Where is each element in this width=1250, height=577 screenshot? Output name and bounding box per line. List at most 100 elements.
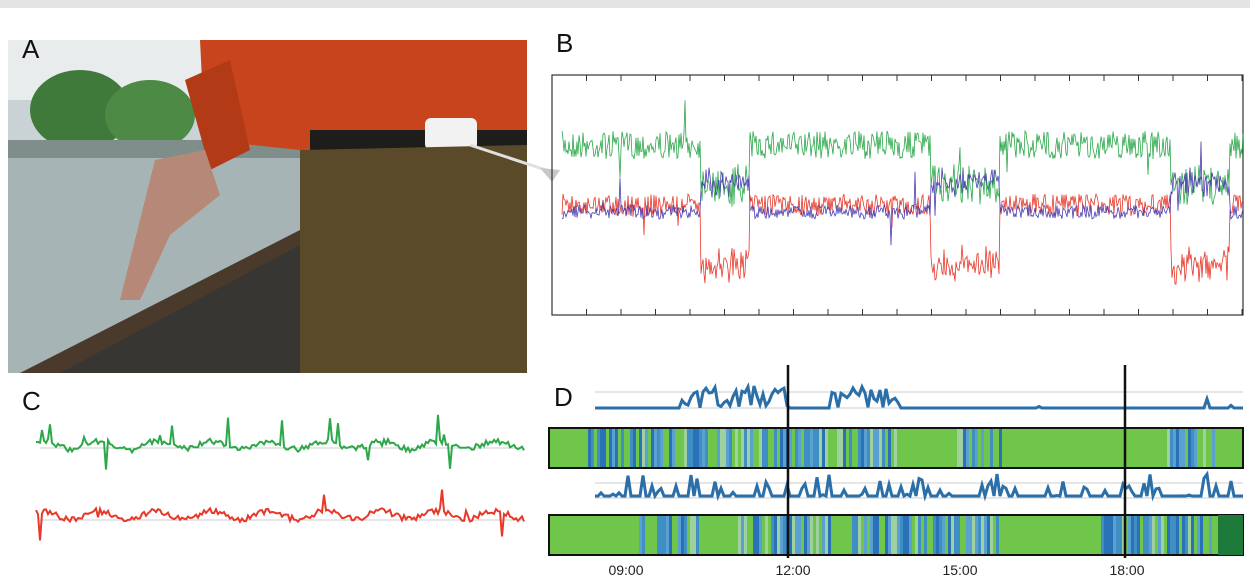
activity-bar-segment	[759, 515, 762, 555]
panel-label: A	[22, 34, 40, 64]
activity-bar-segment	[1143, 515, 1146, 555]
activity-bar-segment	[735, 428, 738, 468]
activity-bar-segment	[804, 428, 807, 468]
activity-bar-segment	[966, 428, 969, 468]
activity-bar-segment	[876, 428, 879, 468]
activity-bar-segment	[1173, 428, 1176, 468]
activity-bar-segment	[939, 515, 942, 555]
activity-bar-segment	[717, 428, 720, 468]
activity-bar-segment	[657, 515, 660, 555]
activity-group	[549, 365, 1243, 558]
activity-bar-segment	[873, 428, 876, 468]
activity-bar-segment	[720, 428, 723, 468]
activity-bar-segment	[798, 428, 801, 468]
activity-bar-segment	[936, 515, 939, 555]
activity-bar-segment	[894, 515, 897, 555]
activity-bar-segment	[1113, 515, 1116, 555]
activity-bar-segment	[1170, 428, 1173, 468]
time-label: 18:00	[1109, 562, 1144, 577]
activity-bar-segment	[825, 515, 828, 555]
activity-bar-segment	[1191, 515, 1194, 555]
activity-bar-segment	[972, 515, 975, 555]
activity-bar-segment	[600, 428, 603, 468]
activity-bar-segment	[621, 428, 624, 468]
activity-bar-segment	[738, 515, 741, 555]
activity-bar-segment	[1185, 515, 1188, 555]
activity-bar-segment	[795, 515, 798, 555]
activity-bar-segment	[780, 515, 783, 555]
activity-bar-segment	[771, 515, 774, 555]
activity-bar-segment	[1188, 515, 1191, 555]
activity-bar-segment	[762, 428, 765, 468]
activity-bar-segment	[810, 515, 813, 555]
activity-bar-segment	[642, 515, 645, 555]
panel-label: D	[554, 382, 573, 412]
activity-bar-segment	[891, 515, 894, 555]
activity-bar-segment	[984, 515, 987, 555]
activity-bar-segment	[792, 515, 795, 555]
activity-bar-segment	[996, 515, 999, 555]
activity-bar-segment	[978, 515, 981, 555]
activity-bar-segment	[987, 515, 990, 555]
activity-bar-segment	[951, 515, 954, 555]
signal-group	[562, 75, 1243, 315]
activity-bar-segment	[990, 428, 993, 468]
activity-bar-segment	[924, 515, 927, 555]
activity-bar-segment	[1176, 428, 1179, 468]
activity-bar-segment	[873, 515, 876, 555]
activity-bar-segment	[795, 428, 798, 468]
activity-bar-segment	[1152, 515, 1155, 555]
activity-bar-segment	[867, 428, 870, 468]
activity-bar-segment	[798, 515, 801, 555]
activity-bar-segment	[843, 428, 846, 468]
top-band	[0, 0, 1250, 8]
activity-bar-segment	[1110, 515, 1113, 555]
activity-bar-segment	[807, 515, 810, 555]
activity-bar-segment	[1170, 515, 1173, 555]
activity-bar-segment	[822, 515, 825, 555]
activity-bar-segment	[1104, 515, 1107, 555]
activity-bar-segment	[609, 428, 612, 468]
activity-bar-segment	[813, 428, 816, 468]
activity-bar-segment	[858, 428, 861, 468]
activity-bar-segment	[915, 515, 918, 555]
activity-bar-segment	[669, 515, 672, 555]
activity-bar-segment	[693, 515, 696, 555]
activity-bar-segment	[900, 515, 903, 555]
activity-bar-segment	[804, 515, 807, 555]
figure: A B C D 09:0012:0015:0018:00	[0, 0, 1250, 577]
activity-bar-segment	[678, 515, 681, 555]
activity-bar-segment	[723, 428, 726, 468]
activity-bar-segment	[1212, 428, 1215, 468]
activity-bar-segment	[969, 515, 972, 555]
activity-bar-segment	[690, 428, 693, 468]
activity-bar-segment	[963, 428, 966, 468]
activity-bar-segment	[906, 515, 909, 555]
activity-trace	[595, 474, 1243, 496]
activity-bar-segment	[783, 428, 786, 468]
activity-bar-segment	[663, 515, 666, 555]
activity-bar-segment	[654, 428, 657, 468]
activity-bar-segment	[894, 428, 897, 468]
activity-bar-segment	[870, 428, 873, 468]
activity-bar-segment	[660, 428, 663, 468]
activity-bar-segment	[885, 515, 888, 555]
activity-bar-segment	[870, 515, 873, 555]
figure-canvas: A B C D 09:0012:0015:0018:00	[0, 0, 1250, 577]
activity-bar-segment	[750, 428, 753, 468]
activity-bar-segment	[603, 428, 606, 468]
activity-bar-segment	[816, 428, 819, 468]
activity-bar-segment	[1167, 515, 1170, 555]
activity-bar-segment	[960, 428, 963, 468]
activity-bar-segment	[1203, 428, 1206, 468]
activity-bar-segment	[684, 515, 687, 555]
activity-bar-segment	[1176, 515, 1179, 555]
activity-bar-segment	[705, 428, 708, 468]
activity-bar-segment	[639, 515, 642, 555]
activity-bar-segment	[876, 515, 879, 555]
activity-bar-segment	[957, 515, 960, 555]
activity-bar-segment	[744, 428, 747, 468]
activity-bar-segment	[1149, 515, 1152, 555]
activity-bar-segment	[966, 515, 969, 555]
activity-bar-segment	[852, 515, 855, 555]
